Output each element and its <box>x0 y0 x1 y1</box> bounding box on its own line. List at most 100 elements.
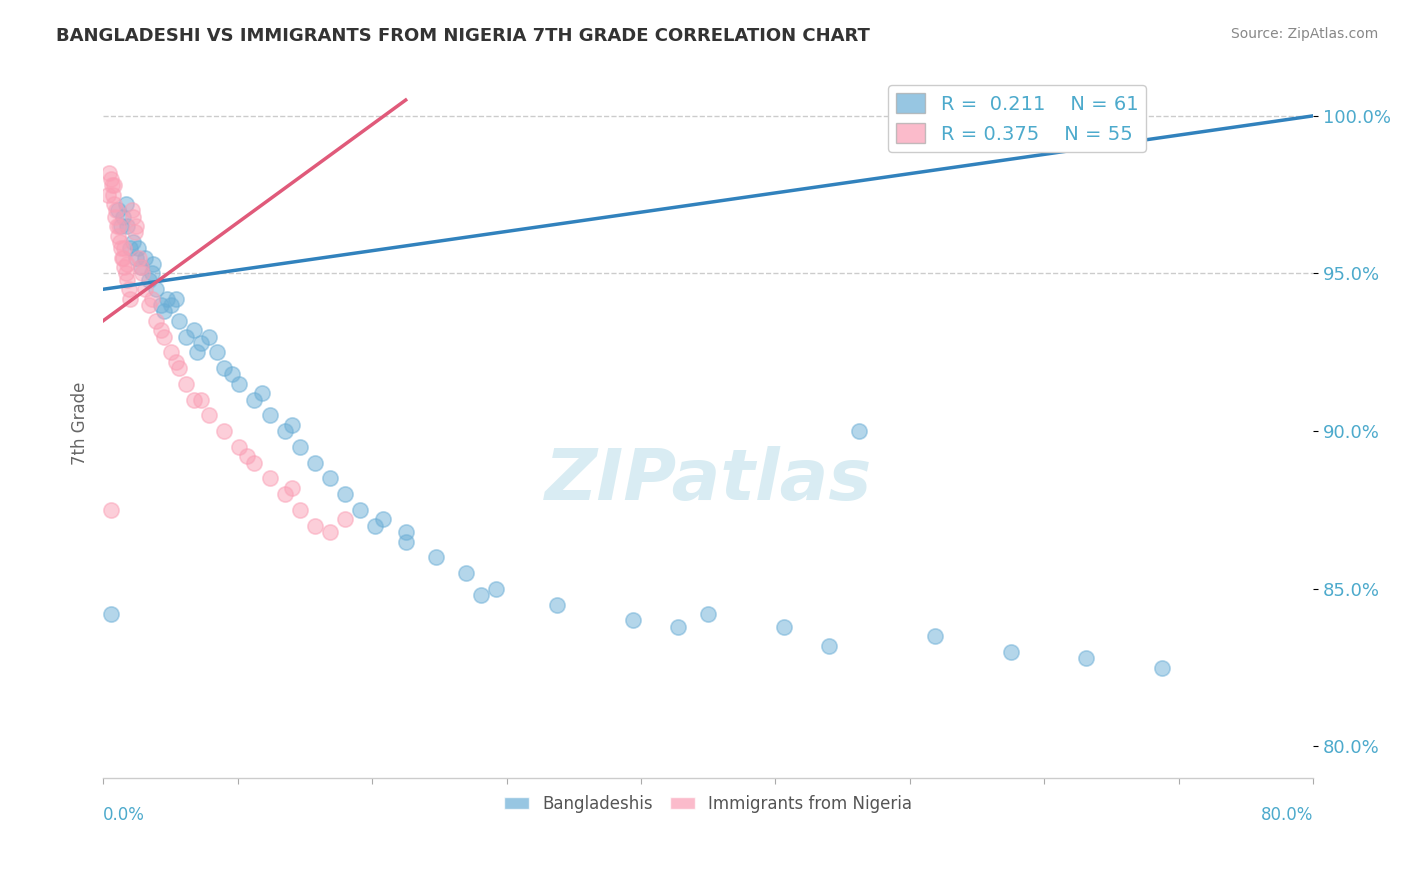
Point <box>129 260 152 275</box>
Point <box>112 260 135 275</box>
Point <box>186 345 208 359</box>
Point <box>221 368 243 382</box>
Point <box>243 392 266 407</box>
Point <box>107 203 129 218</box>
Point <box>122 235 145 249</box>
Point <box>131 267 153 281</box>
Point <box>165 292 187 306</box>
Text: 0.0%: 0.0% <box>103 806 145 824</box>
Point <box>281 481 304 495</box>
Point <box>145 282 167 296</box>
Point <box>134 251 156 265</box>
Point <box>103 178 125 193</box>
Point <box>1076 651 1098 665</box>
Point <box>1029 109 1052 123</box>
Point <box>107 228 129 243</box>
Point <box>243 456 266 470</box>
Point <box>125 219 148 234</box>
Point <box>114 267 136 281</box>
Point <box>141 267 163 281</box>
Point <box>101 178 124 193</box>
Point <box>259 409 281 423</box>
Point <box>134 282 156 296</box>
Point <box>141 292 163 306</box>
Point <box>349 503 371 517</box>
Point <box>112 241 135 255</box>
Point <box>120 241 142 255</box>
Point <box>364 518 387 533</box>
Point <box>190 335 212 350</box>
Point <box>772 620 794 634</box>
Point <box>333 487 356 501</box>
Point <box>160 298 183 312</box>
Point <box>666 620 689 634</box>
Point <box>97 187 120 202</box>
Point <box>288 503 311 517</box>
Point <box>104 203 127 218</box>
Point <box>110 219 132 234</box>
Point <box>122 210 145 224</box>
Point <box>100 172 122 186</box>
Point <box>125 251 148 265</box>
Point <box>395 534 418 549</box>
Point <box>259 471 281 485</box>
Point <box>697 607 720 621</box>
Point <box>470 588 492 602</box>
Point <box>924 629 946 643</box>
Point <box>165 355 187 369</box>
Point <box>101 187 124 202</box>
Point <box>152 329 174 343</box>
Point <box>152 304 174 318</box>
Point <box>228 376 250 391</box>
Point <box>273 487 295 501</box>
Point <box>456 566 478 580</box>
Point <box>304 518 326 533</box>
Point <box>108 235 131 249</box>
Point <box>128 251 150 265</box>
Point <box>250 386 273 401</box>
Point <box>333 512 356 526</box>
Text: Source: ZipAtlas.com: Source: ZipAtlas.com <box>1230 27 1378 41</box>
Point <box>156 292 179 306</box>
Point <box>120 292 142 306</box>
Point <box>104 210 127 224</box>
Point <box>105 219 128 234</box>
Point <box>138 298 160 312</box>
Point <box>108 219 131 234</box>
Point <box>110 241 132 255</box>
Point <box>129 260 152 275</box>
Point <box>118 282 141 296</box>
Y-axis label: 7th Grade: 7th Grade <box>72 382 89 465</box>
Point <box>167 361 190 376</box>
Point <box>395 524 418 539</box>
Point <box>103 197 125 211</box>
Point <box>124 226 146 240</box>
Point <box>485 582 508 596</box>
Point <box>167 314 190 328</box>
Point <box>176 329 198 343</box>
Point <box>1150 660 1173 674</box>
Point <box>281 417 304 432</box>
Point <box>111 210 134 224</box>
Point <box>546 598 568 612</box>
Point <box>160 345 183 359</box>
Point <box>319 524 342 539</box>
Point <box>100 503 122 517</box>
Point <box>111 251 134 265</box>
Point <box>145 314 167 328</box>
Point <box>98 165 121 179</box>
Text: BANGLADESHI VS IMMIGRANTS FROM NIGERIA 7TH GRADE CORRELATION CHART: BANGLADESHI VS IMMIGRANTS FROM NIGERIA 7… <box>56 27 870 45</box>
Point <box>142 257 165 271</box>
Point <box>127 241 149 255</box>
Legend: Bangladeshis, Immigrants from Nigeria: Bangladeshis, Immigrants from Nigeria <box>498 788 920 820</box>
Point <box>288 440 311 454</box>
Point <box>111 251 134 265</box>
Text: 80.0%: 80.0% <box>1261 806 1313 824</box>
Point <box>117 273 139 287</box>
Point <box>319 471 342 485</box>
Point <box>190 392 212 407</box>
Point <box>149 298 172 312</box>
Point <box>117 219 139 234</box>
Point <box>149 323 172 337</box>
Point <box>304 456 326 470</box>
